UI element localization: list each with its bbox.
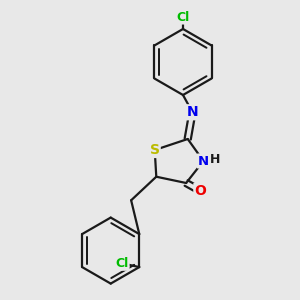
Text: Cl: Cl <box>176 11 190 23</box>
Text: N: N <box>198 154 209 167</box>
Text: O: O <box>194 184 206 198</box>
Text: H: H <box>210 153 220 166</box>
Text: S: S <box>150 143 160 157</box>
Text: N: N <box>187 105 198 119</box>
Text: Cl: Cl <box>116 257 129 270</box>
